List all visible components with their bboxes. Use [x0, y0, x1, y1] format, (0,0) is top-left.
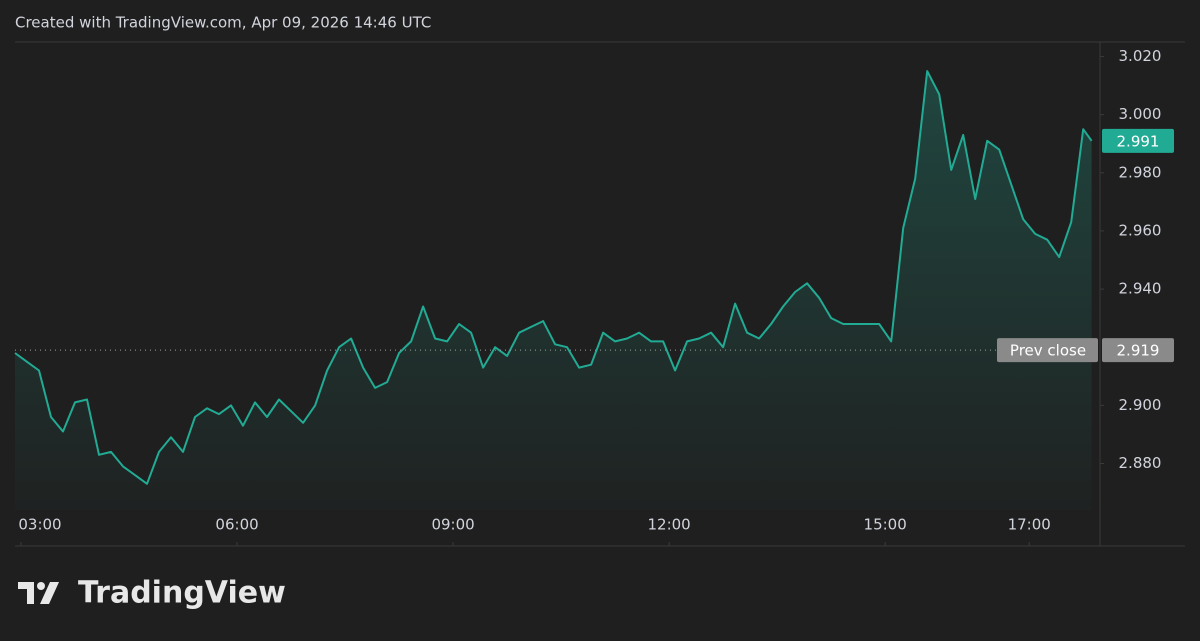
- x-tick-label: 17:00: [1008, 516, 1051, 534]
- y-tick-label: 3.020: [1119, 47, 1162, 65]
- area-fill: [15, 71, 1092, 510]
- x-tick-label: 03:00: [18, 516, 61, 534]
- last-value-label: 2.991: [1117, 132, 1160, 150]
- y-tick-label: 2.960: [1119, 221, 1162, 239]
- prev-close-tag: [997, 338, 1098, 363]
- x-tick-label: 15:00: [864, 516, 907, 534]
- x-tick-label: 12:00: [648, 516, 691, 534]
- y-tick-label: 2.940: [1119, 280, 1162, 298]
- caption: Created with TradingView.com, Apr 09, 20…: [15, 14, 431, 32]
- x-tick-label: 06:00: [215, 516, 258, 534]
- brand-logo: [18, 582, 59, 604]
- price-line: [14, 70, 1093, 485]
- y-tick-label: 2.900: [1119, 396, 1162, 414]
- y-tick-label: 2.980: [1119, 163, 1162, 181]
- prev-close-value: 2.919: [1117, 342, 1160, 360]
- last-value-badge: [1102, 128, 1174, 153]
- x-tick-label: 09:00: [431, 516, 474, 534]
- y-tick-label: 3.000: [1119, 105, 1162, 123]
- prev-close-name: Prev close: [1010, 342, 1086, 360]
- brand-name: TradingView: [78, 576, 286, 611]
- y-tick-label: 2.880: [1119, 454, 1162, 472]
- prev-close-badge: [1102, 338, 1174, 363]
